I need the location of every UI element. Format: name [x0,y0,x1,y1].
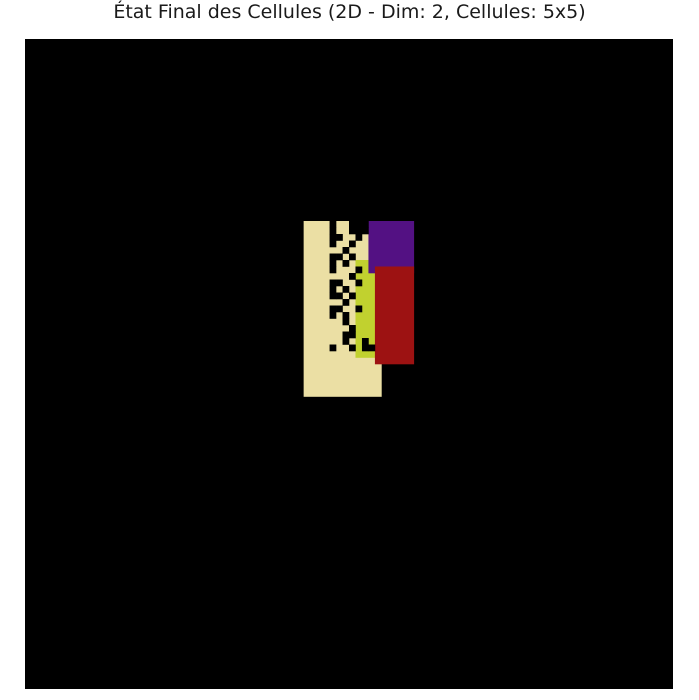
empty-cell [349,273,356,280]
empty-cell [349,221,356,228]
empty-cell [329,227,337,235]
empty-cell [349,253,356,261]
empty-cell [349,344,356,352]
empty-cell [361,338,369,345]
empty-cell [329,260,337,267]
empty-cell [329,240,337,248]
empty-cell [355,266,363,274]
empty-cell [349,292,356,300]
empty-cell [329,305,337,313]
empty-cell [342,299,350,306]
empty-cell [342,260,350,267]
empty-cell [329,221,337,228]
empty-cell [336,305,343,313]
empty-cell [342,286,350,293]
empty-cell [361,344,369,352]
empty-cell [336,234,343,241]
empty-cell [329,253,337,261]
empty-cell [336,279,343,287]
empty-cell [336,292,343,300]
empty-cell [368,344,376,352]
empty-cell [329,266,337,274]
empty-cell [361,221,369,228]
empty-cell [355,279,363,287]
empty-cell [329,344,337,352]
empty-cell [342,312,350,319]
empty-cell [349,227,356,235]
empty-cell [342,318,350,326]
empty-cell [329,292,337,300]
empty-cell [349,325,356,332]
empty-cell [329,312,337,319]
empty-cell [349,331,356,339]
heatmap-plot [25,39,673,689]
empty-cell [342,338,350,345]
empty-cell [355,234,363,241]
empty-cell [355,221,363,228]
empty-cell [355,305,363,313]
chart-title: État Final des Cellules (2D - Dim: 2, Ce… [113,1,586,23]
cell-region-3 [368,221,415,274]
empty-cell [329,234,337,241]
empty-cell [336,253,343,261]
empty-cell [355,227,363,235]
empty-cell [349,240,356,248]
empty-cell [361,227,369,235]
cell-region-4 [374,266,415,365]
empty-cell [342,331,350,339]
empty-cell [329,286,337,293]
empty-cell [342,247,350,254]
empty-cell [329,279,337,287]
